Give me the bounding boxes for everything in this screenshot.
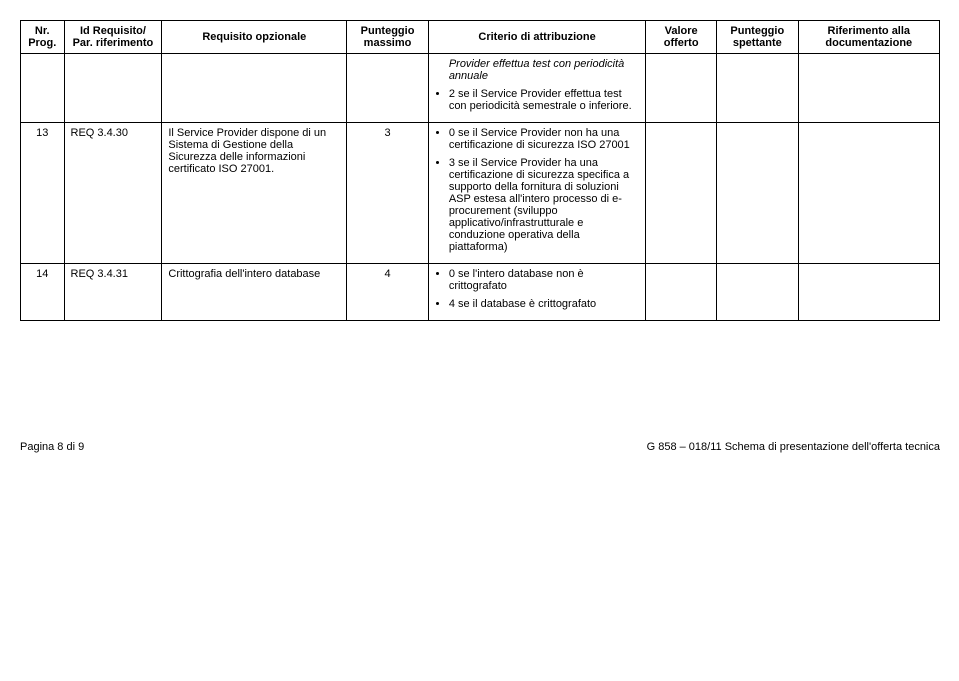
cell-punt-max: 4 [347,264,429,321]
header-valore: Valore offerto [646,21,717,54]
header-rif: Riferimento alla documentazione [798,21,939,54]
cell-crit-carryover: Provider effettua test con periodicità a… [428,54,646,123]
crit-bullet: 4 se il database è crittografato [449,298,640,310]
cell-nr: 14 [21,264,65,321]
cell-punt-sp [717,123,799,264]
cell-id: REQ 3.4.31 [64,264,162,321]
cell-empty [717,54,799,123]
header-req: Requisito opzionale [162,21,347,54]
cell-empty [798,54,939,123]
cell-rif [798,264,939,321]
header-id: Id Requisito/ Par. riferimento [64,21,162,54]
cell-empty [162,54,347,123]
table-row: 13 REQ 3.4.30 Il Service Provider dispon… [21,123,940,264]
page: Nr. Prog. Id Requisito/ Par. riferimento… [20,20,940,453]
carryover-row: Provider effettua test con periodicità a… [21,54,940,123]
header-crit: Criterio di attribuzione [428,21,646,54]
cell-req: Crittografia dell'intero database [162,264,347,321]
carryover-bullet: 2 se il Service Provider effettua test c… [449,88,640,112]
cell-crit: 0 se il Service Provider non ha una cert… [428,123,646,264]
header-row: Nr. Prog. Id Requisito/ Par. riferimento… [21,21,940,54]
header-punt-max: Punteggio massimo [347,21,429,54]
cell-empty [347,54,429,123]
cell-rif [798,123,939,264]
requirements-table: Nr. Prog. Id Requisito/ Par. riferimento… [20,20,940,321]
carryover-bullets: 2 se il Service Provider effettua test c… [449,88,640,112]
header-nr: Nr. Prog. [21,21,65,54]
crit-bullets: 0 se il Service Provider non ha una cert… [449,127,640,253]
cell-valore [646,264,717,321]
crit-bullets: 0 se l'intero database non è crittografa… [449,268,640,310]
cell-id: REQ 3.4.30 [64,123,162,264]
crit-bullet: 0 se l'intero database non è crittografa… [449,268,640,292]
table-row: 14 REQ 3.4.31 Crittografia dell'intero d… [21,264,940,321]
cell-valore [646,123,717,264]
carryover-pretext: Provider effettua test con periodicità a… [449,58,640,82]
footer-right: G 858 – 018/11 Schema di presentazione d… [647,441,940,453]
header-punt-sp: Punteggio spettante [717,21,799,54]
cell-empty [646,54,717,123]
cell-empty [64,54,162,123]
cell-req: Il Service Provider dispone di un Sistem… [162,123,347,264]
cell-punt-sp [717,264,799,321]
cell-punt-max: 3 [347,123,429,264]
cell-nr: 13 [21,123,65,264]
cell-empty [21,54,65,123]
page-footer: Pagina 8 di 9 G 858 – 018/11 Schema di p… [20,441,940,453]
crit-bullet: 3 se il Service Provider ha una certific… [449,157,640,253]
cell-crit: 0 se l'intero database non è crittografa… [428,264,646,321]
footer-left: Pagina 8 di 9 [20,441,84,453]
crit-bullet: 0 se il Service Provider non ha una cert… [449,127,640,151]
